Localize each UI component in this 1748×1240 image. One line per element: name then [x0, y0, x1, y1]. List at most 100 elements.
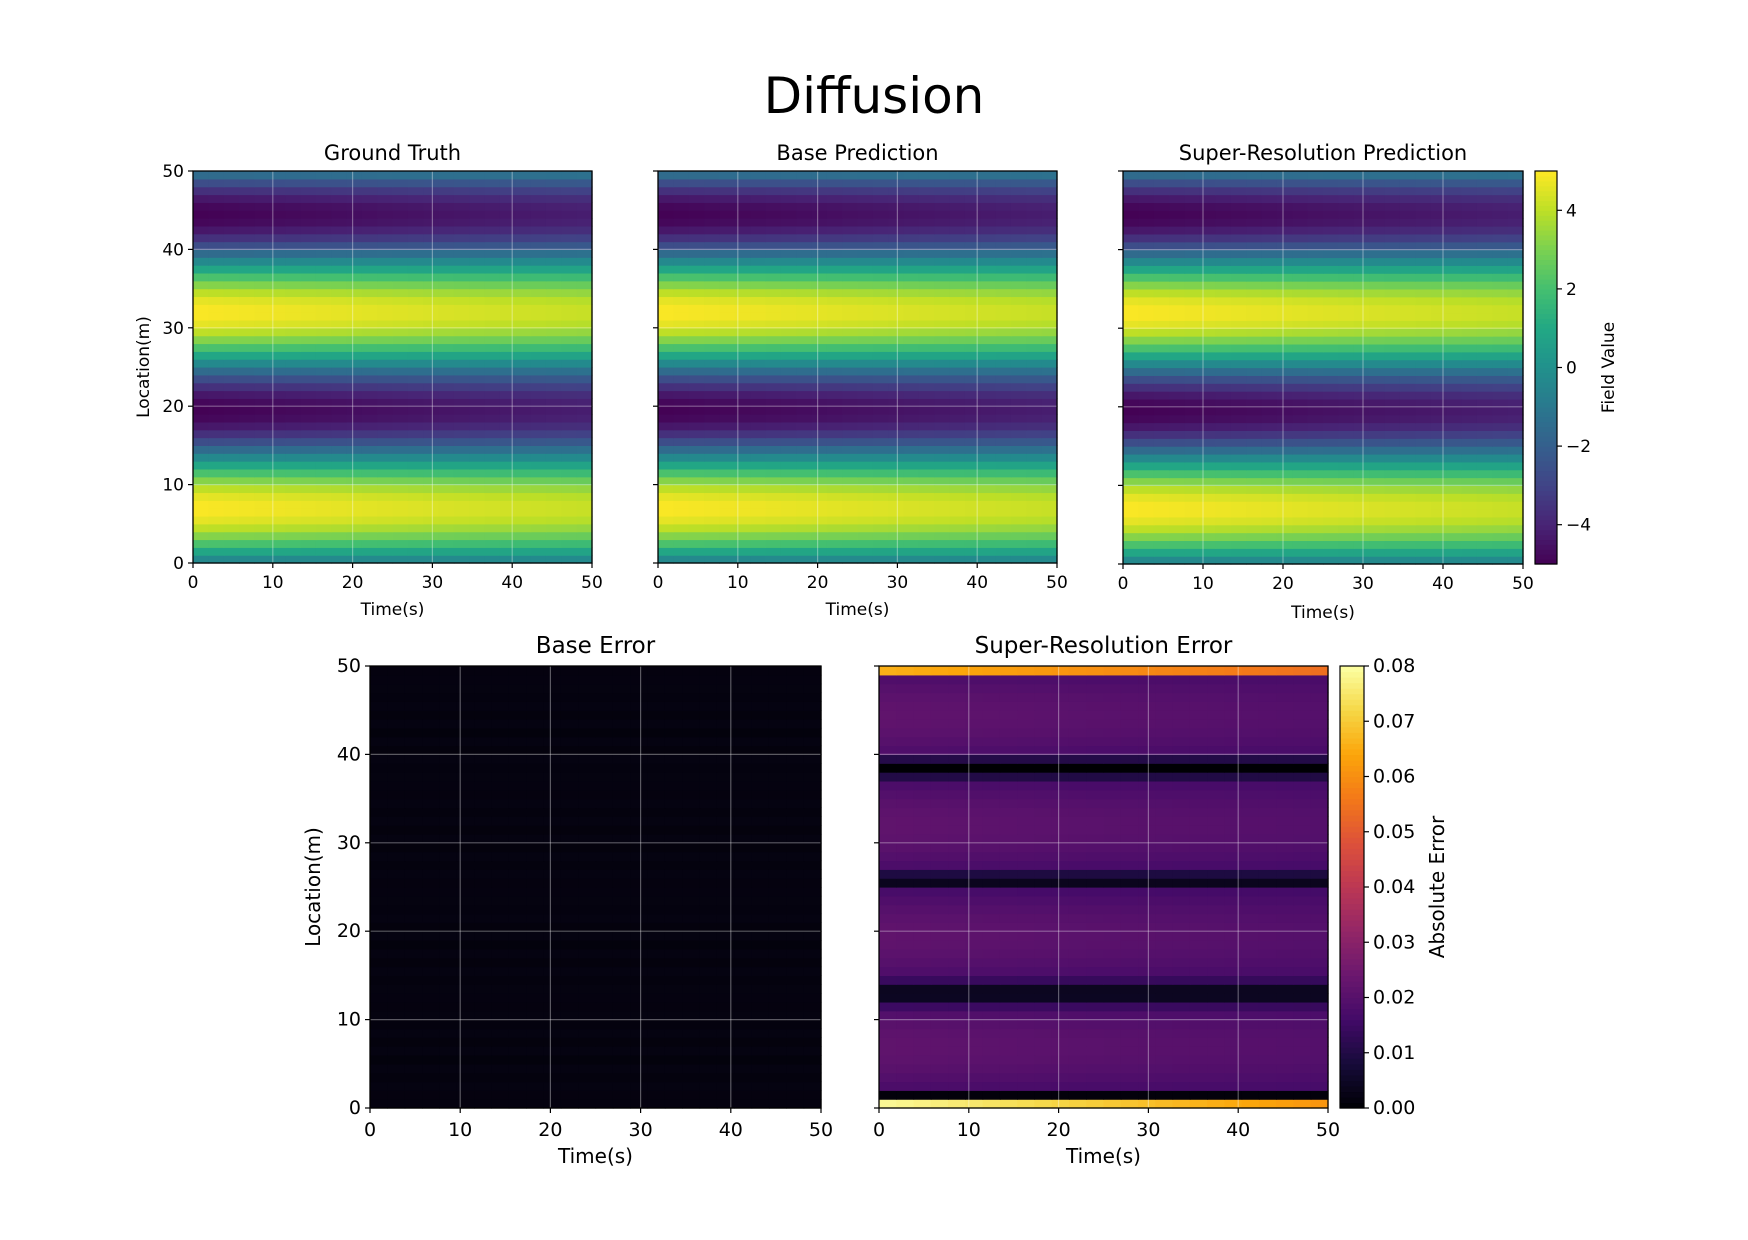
heatmap-cell [1261, 178, 1278, 188]
heatmap-cell [682, 966, 701, 976]
heatmap-cell [1353, 485, 1370, 494]
heatmap-cell [439, 833, 458, 844]
heatmap-cell [704, 257, 720, 266]
colorbar-segment [1535, 500, 1557, 506]
heatmap-cell [903, 225, 920, 235]
heatmap-cell [780, 327, 797, 337]
heatmap-cell [1338, 343, 1355, 353]
heatmap-cell [704, 288, 720, 298]
heatmap-cell [515, 319, 532, 329]
heatmap-cell [1215, 485, 1232, 494]
heatmap-cell [1476, 406, 1493, 416]
heatmap-cell [1261, 438, 1278, 447]
heatmap-cell [903, 202, 920, 211]
heatmap-cell [872, 249, 889, 258]
heatmap-cell [423, 421, 440, 431]
heatmap-cell [300, 398, 317, 407]
heatmap-cell [1323, 469, 1339, 479]
heatmap-cell [1338, 273, 1355, 282]
heatmap-cell [1492, 210, 1509, 219]
heatmap-cell [484, 312, 501, 321]
heatmap-cell [872, 398, 889, 407]
heatmap-cell [647, 975, 666, 985]
heatmap-cell [285, 429, 302, 439]
heatmap-cell [499, 437, 516, 446]
heatmap-cell [530, 265, 547, 274]
heatmap-cell [826, 359, 843, 368]
heatmap-cell [422, 931, 440, 941]
heatmap-cell [407, 171, 424, 180]
heatmap-cell [780, 531, 797, 541]
heatmap-cell [699, 966, 718, 976]
heatmap-cell [780, 515, 797, 525]
heatmap-cell [630, 948, 649, 959]
heatmap-cell [1461, 226, 1478, 235]
heatmap-cell [208, 296, 225, 305]
heatmap-cell [1307, 501, 1324, 510]
heatmap-cell [1184, 296, 1201, 306]
heatmap-cell [734, 272, 751, 282]
heatmap-cell [1199, 194, 1216, 204]
heatmap-cell [300, 351, 317, 360]
heatmap-cell [545, 233, 562, 243]
heatmap-cell [734, 500, 751, 509]
heatmap-cell [423, 186, 440, 196]
heatmap-cell [530, 304, 547, 313]
heatmap-cell [1307, 383, 1324, 392]
heatmap-cell [1230, 493, 1247, 502]
heatmap-cell [980, 484, 997, 494]
heatmap-cell [285, 445, 302, 454]
heatmap-cell [719, 202, 736, 211]
heatmap-cell [688, 241, 705, 250]
heatmap-cell [1353, 508, 1370, 518]
heatmap-cell [1199, 336, 1216, 345]
heatmap-cell [392, 178, 409, 188]
heatmap-cell [422, 878, 440, 888]
heatmap-cell [377, 382, 394, 392]
heatmap-cell [1123, 233, 1139, 243]
heatmap-cell [664, 975, 683, 985]
heatmap-cell [1199, 304, 1216, 314]
heatmap-cell [1153, 359, 1170, 369]
heatmap-cell [254, 539, 271, 548]
heatmap-cell [1026, 500, 1043, 509]
heatmap-cell [1353, 281, 1370, 290]
heatmap-cell [734, 515, 751, 525]
heatmap-cell [647, 895, 666, 906]
heatmap-cell [903, 429, 920, 439]
heatmap-cell [254, 492, 271, 501]
heatmap-cell [842, 437, 859, 446]
heatmap-cell [530, 515, 547, 525]
heatmap-cell [811, 210, 828, 219]
heatmap-cell [1292, 343, 1309, 353]
heatmap-cell [208, 194, 225, 203]
heatmap-cell [811, 304, 828, 313]
heatmap-cell [765, 257, 782, 266]
y-tick-label: 20 [162, 397, 184, 417]
heatmap-cell [545, 531, 562, 541]
heatmap-cell [780, 296, 797, 305]
heatmap-cell [734, 1081, 753, 1091]
heatmap-cell [1276, 241, 1293, 251]
heatmap-cell [595, 957, 614, 968]
heatmap-cell [1492, 540, 1509, 549]
heatmap-cell [1123, 288, 1139, 298]
heatmap-cell [515, 218, 532, 227]
heatmap-cell [208, 515, 225, 525]
heatmap-cell [682, 887, 701, 897]
heatmap-cell [1507, 218, 1524, 227]
heatmap-cell [699, 816, 718, 826]
heatmap-cell [765, 319, 782, 329]
heatmap-cell [1261, 461, 1278, 471]
heatmap-cell [1184, 414, 1201, 424]
heatmap-cell [1507, 296, 1524, 306]
heatmap-cell [315, 539, 332, 548]
colorbar-segment [1535, 406, 1557, 413]
heatmap-cell [387, 1037, 406, 1047]
heatmap-cell [964, 437, 981, 446]
heatmap-cell [903, 194, 920, 203]
heatmap-cell [630, 975, 649, 985]
heatmap-cell [1430, 391, 1447, 400]
heatmap-cell [491, 825, 510, 835]
heatmap-cell [285, 233, 302, 243]
